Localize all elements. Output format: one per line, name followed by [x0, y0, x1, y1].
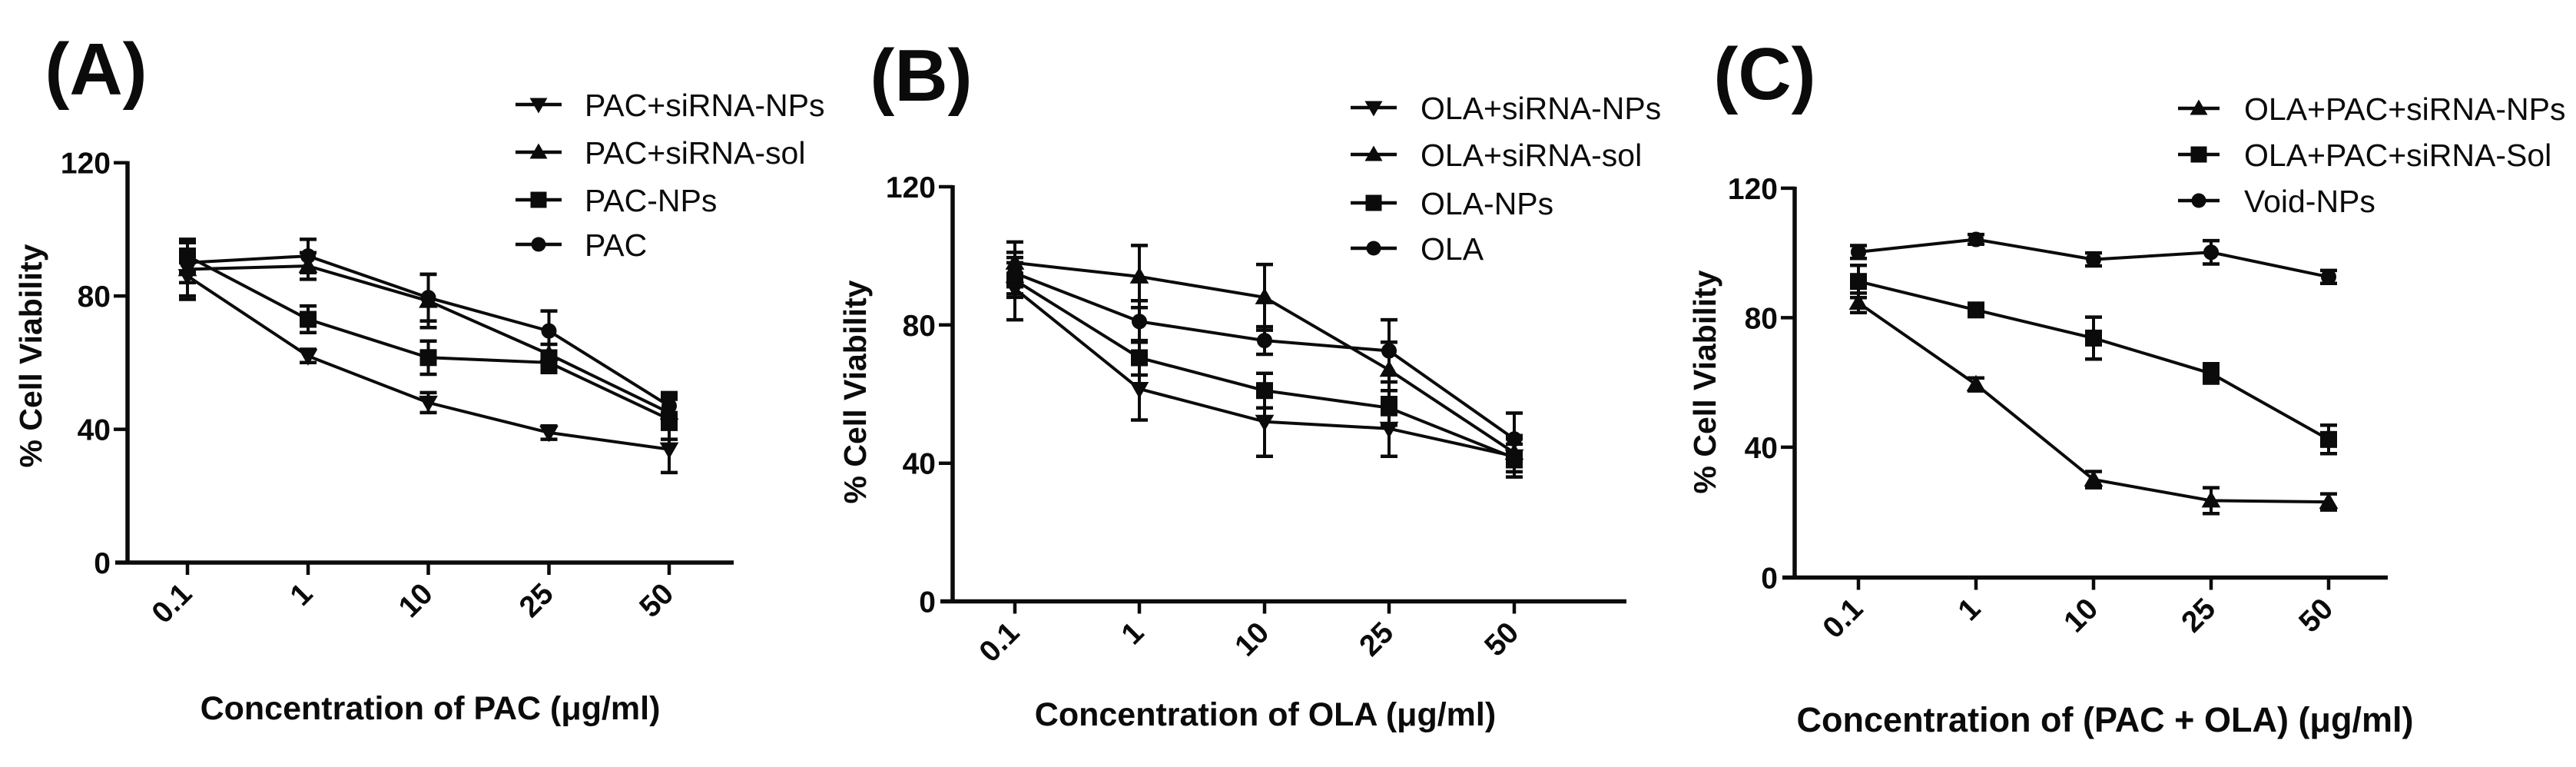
svg-text:0: 0 — [1761, 563, 1778, 596]
svg-text:PAC+siRNA-NPs: PAC+siRNA-NPs — [585, 88, 825, 123]
svg-text:PAC: PAC — [585, 227, 647, 263]
svg-text:OLA+PAC+siRNA-Sol: OLA+PAC+siRNA-Sol — [2244, 138, 2551, 173]
svg-text:Concentration of (PAC + OLA) (: Concentration of (PAC + OLA) (μg/ml) — [1797, 700, 2414, 739]
svg-text:0: 0 — [94, 547, 111, 580]
svg-text:% Cell Viability: % Cell Viability — [837, 280, 873, 503]
svg-text:OLA+siRNA-sol: OLA+siRNA-sol — [1421, 138, 1642, 173]
svg-text:Concentration of PAC (μg/ml): Concentration of PAC (μg/ml) — [201, 690, 661, 727]
svg-text:(A): (A) — [45, 28, 147, 111]
svg-text:40: 40 — [1745, 432, 1778, 465]
svg-text:120: 120 — [61, 148, 111, 181]
svg-text:PAC+siRNA-sol: PAC+siRNA-sol — [585, 135, 805, 171]
svg-text:0: 0 — [919, 586, 936, 619]
svg-text:Void-NPs: Void-NPs — [2244, 184, 2375, 219]
svg-text:OLA+siRNA-NPs: OLA+siRNA-NPs — [1421, 91, 1661, 126]
svg-text:OLA+PAC+siRNA-NPs: OLA+PAC+siRNA-NPs — [2244, 91, 2565, 127]
svg-text:OLA: OLA — [1421, 231, 1484, 267]
svg-text:80: 80 — [1745, 302, 1778, 335]
svg-text:OLA-NPs: OLA-NPs — [1421, 186, 1553, 221]
svg-text:PAC-NPs: PAC-NPs — [585, 183, 717, 218]
svg-text:40: 40 — [78, 414, 111, 447]
svg-text:% Cell Viability: % Cell Viability — [1687, 270, 1722, 493]
svg-text:(B): (B) — [870, 35, 972, 117]
svg-text:80: 80 — [903, 310, 936, 343]
svg-text:(C): (C) — [1713, 33, 1815, 115]
svg-text:40: 40 — [903, 448, 936, 481]
svg-text:120: 120 — [886, 171, 936, 204]
svg-text:% Cell Viability: % Cell Viability — [13, 244, 48, 467]
svg-text:80: 80 — [78, 281, 111, 314]
svg-text:Concentration of OLA (μg/ml): Concentration of OLA (μg/ml) — [1035, 696, 1496, 733]
svg-text:120: 120 — [1728, 173, 1778, 206]
